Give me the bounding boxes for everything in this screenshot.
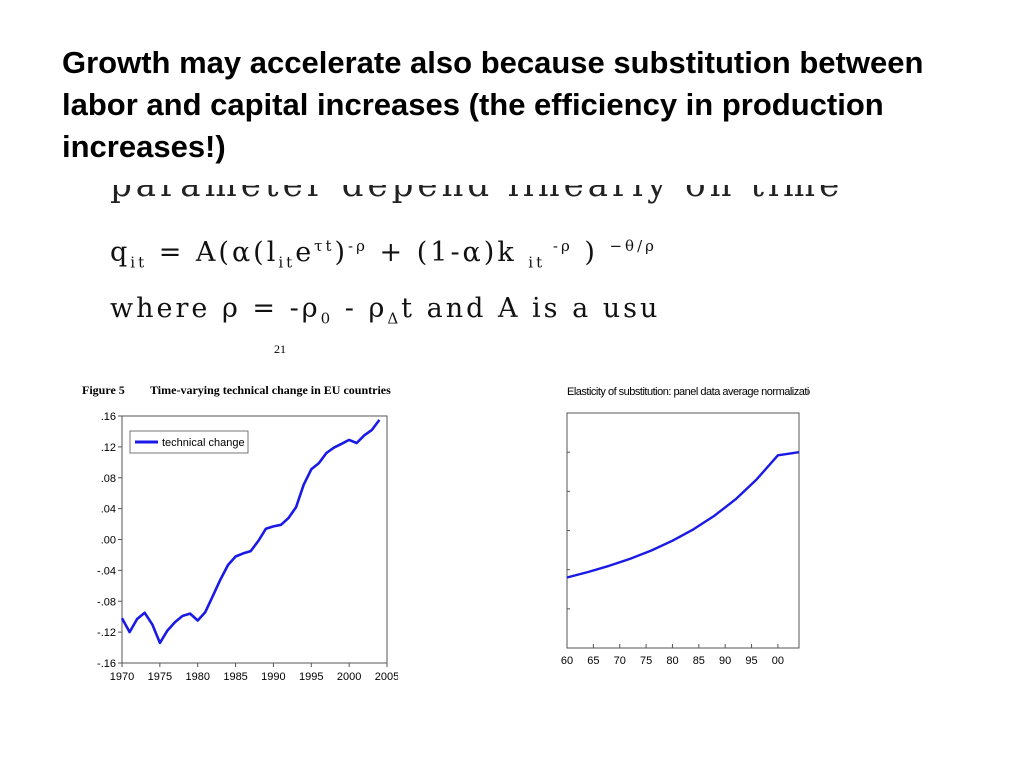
equation-image: parameter depend linearly on time qit = … bbox=[100, 185, 900, 325]
y-tick-label: -.08 bbox=[97, 596, 116, 608]
x-tick-label: 95 bbox=[745, 655, 757, 667]
y-tick-label: -.16 bbox=[97, 658, 116, 670]
x-tick-label: 80 bbox=[666, 655, 678, 667]
y-tick-label: .08 bbox=[101, 473, 116, 485]
y-tick-label: .04 bbox=[101, 504, 116, 516]
technical-change-chart: Figure 5 Time-varying technical change i… bbox=[82, 383, 398, 683]
x-tick-label: 1970 bbox=[110, 671, 134, 683]
x-tick-label: 70 bbox=[614, 655, 626, 667]
x-tick-label: 60 bbox=[561, 655, 573, 667]
series-line-elasticity bbox=[566, 451, 800, 579]
y-tick-label: -.04 bbox=[97, 565, 116, 577]
x-tick-label: 1985 bbox=[223, 671, 247, 683]
y-tick-label: .12 bbox=[101, 442, 116, 454]
legend: technical change bbox=[129, 430, 249, 454]
x-tick-label: 85 bbox=[693, 655, 705, 667]
equation-rho: where ρ = -ρ0 - ρΔt and A is a usu bbox=[110, 293, 661, 325]
elasticity-chart: Elasticity of substitution: panel data a… bbox=[561, 386, 810, 667]
chart-title: Elasticity of substitution: panel data a… bbox=[567, 386, 810, 398]
x-tick-label: 1975 bbox=[148, 671, 172, 683]
figure-label: Figure 5 bbox=[82, 383, 125, 397]
series-line-technical-change bbox=[120, 419, 381, 645]
y-tick-label: .16 bbox=[101, 411, 116, 423]
x-tick-label: 2005 bbox=[375, 671, 398, 683]
x-tick-label: 1990 bbox=[261, 671, 285, 683]
x-tick-label: 2000 bbox=[337, 671, 361, 683]
x-tick-label: 1980 bbox=[185, 671, 209, 683]
x-tick-label: 75 bbox=[640, 655, 652, 667]
slide-title: Growth may accelerate also because subst… bbox=[62, 45, 924, 164]
y-tick-label: .00 bbox=[101, 535, 116, 547]
equation-q: qit = A(α(liteτt)-ρ + (1-α)k it -ρ ) −θ/… bbox=[110, 237, 657, 272]
plot-frame bbox=[566, 412, 800, 649]
x-tick-label: 65 bbox=[587, 655, 599, 667]
x-tick-label: 00 bbox=[772, 655, 784, 667]
page-number: 21 bbox=[274, 342, 286, 356]
x-tick-label: 90 bbox=[719, 655, 731, 667]
chart-title: Time-varying technical change in EU coun… bbox=[150, 383, 391, 397]
equation-cut-line: parameter depend linearly on time bbox=[110, 185, 844, 205]
legend-label: technical change bbox=[162, 437, 245, 449]
x-tick-label: 1995 bbox=[299, 671, 323, 683]
y-tick-label: -.12 bbox=[97, 627, 116, 639]
